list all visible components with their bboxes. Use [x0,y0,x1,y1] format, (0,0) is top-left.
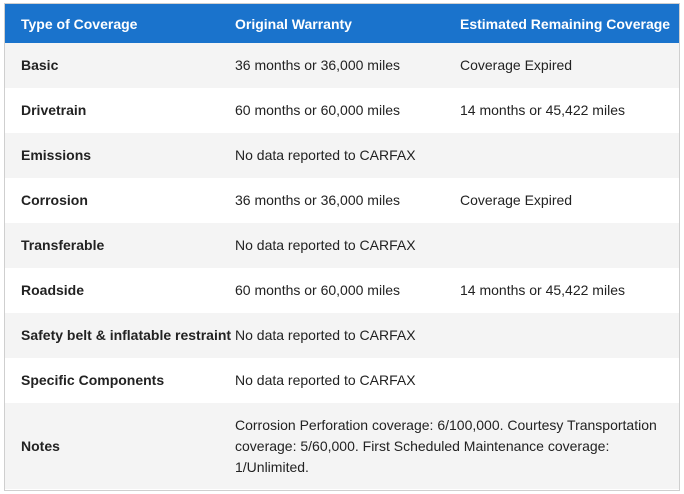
original-warranty-cell: No data reported to CARFAX [226,313,451,358]
original-warranty-cell: 36 months or 36,000 miles [226,178,451,223]
remaining-coverage-cell: Coverage Expired [451,178,679,223]
table-row: Basic 36 months or 36,000 miles Coverage… [5,43,679,88]
remaining-coverage-cell [451,223,679,268]
table-row: Specific Components No data reported to … [5,358,679,403]
table-row: Transferable No data reported to CARFAX [5,223,679,268]
warranty-coverage-panel: Type of Coverage Original Warranty Estim… [4,3,680,491]
header-type-of-coverage: Type of Coverage [5,4,226,43]
table-header-row: Type of Coverage Original Warranty Estim… [5,4,679,43]
coverage-type-cell: Notes [5,403,226,489]
original-warranty-cell: 60 months or 60,000 miles [226,268,451,313]
table-row: Drivetrain 60 months or 60,000 miles 14 … [5,88,679,133]
coverage-type-cell: Roadside [5,268,226,313]
original-warranty-cell: No data reported to CARFAX [226,358,451,403]
warranty-table: Type of Coverage Original Warranty Estim… [5,4,679,489]
coverage-type-cell: Basic [5,43,226,88]
remaining-coverage-cell [451,358,679,403]
original-warranty-cell: 60 months or 60,000 miles [226,88,451,133]
remaining-coverage-cell [451,133,679,178]
table-row: Roadside 60 months or 60,000 miles 14 mo… [5,268,679,313]
original-warranty-cell: No data reported to CARFAX [226,223,451,268]
coverage-type-cell: Specific Components [5,358,226,403]
remaining-coverage-cell: 14 months or 45,422 miles [451,88,679,133]
table-row: Safety belt & inflatable restraint No da… [5,313,679,358]
original-warranty-cell: 36 months or 36,000 miles [226,43,451,88]
table-row: Emissions No data reported to CARFAX [5,133,679,178]
remaining-coverage-cell: 14 months or 45,422 miles [451,268,679,313]
coverage-type-cell: Transferable [5,223,226,268]
remaining-coverage-cell [451,313,679,358]
table-row: Corrosion 36 months or 36,000 miles Cove… [5,178,679,223]
header-original-warranty: Original Warranty [226,4,451,43]
coverage-type-cell: Emissions [5,133,226,178]
header-estimated-remaining-coverage: Estimated Remaining Coverage [451,4,679,43]
notes-text-cell: Corrosion Perforation coverage: 6/100,00… [226,403,679,489]
original-warranty-cell: No data reported to CARFAX [226,133,451,178]
coverage-type-cell: Corrosion [5,178,226,223]
notes-row: Notes Corrosion Perforation coverage: 6/… [5,403,679,489]
coverage-type-cell: Safety belt & inflatable restraint [5,313,231,358]
coverage-type-cell: Drivetrain [5,88,226,133]
remaining-coverage-cell: Coverage Expired [451,43,679,88]
